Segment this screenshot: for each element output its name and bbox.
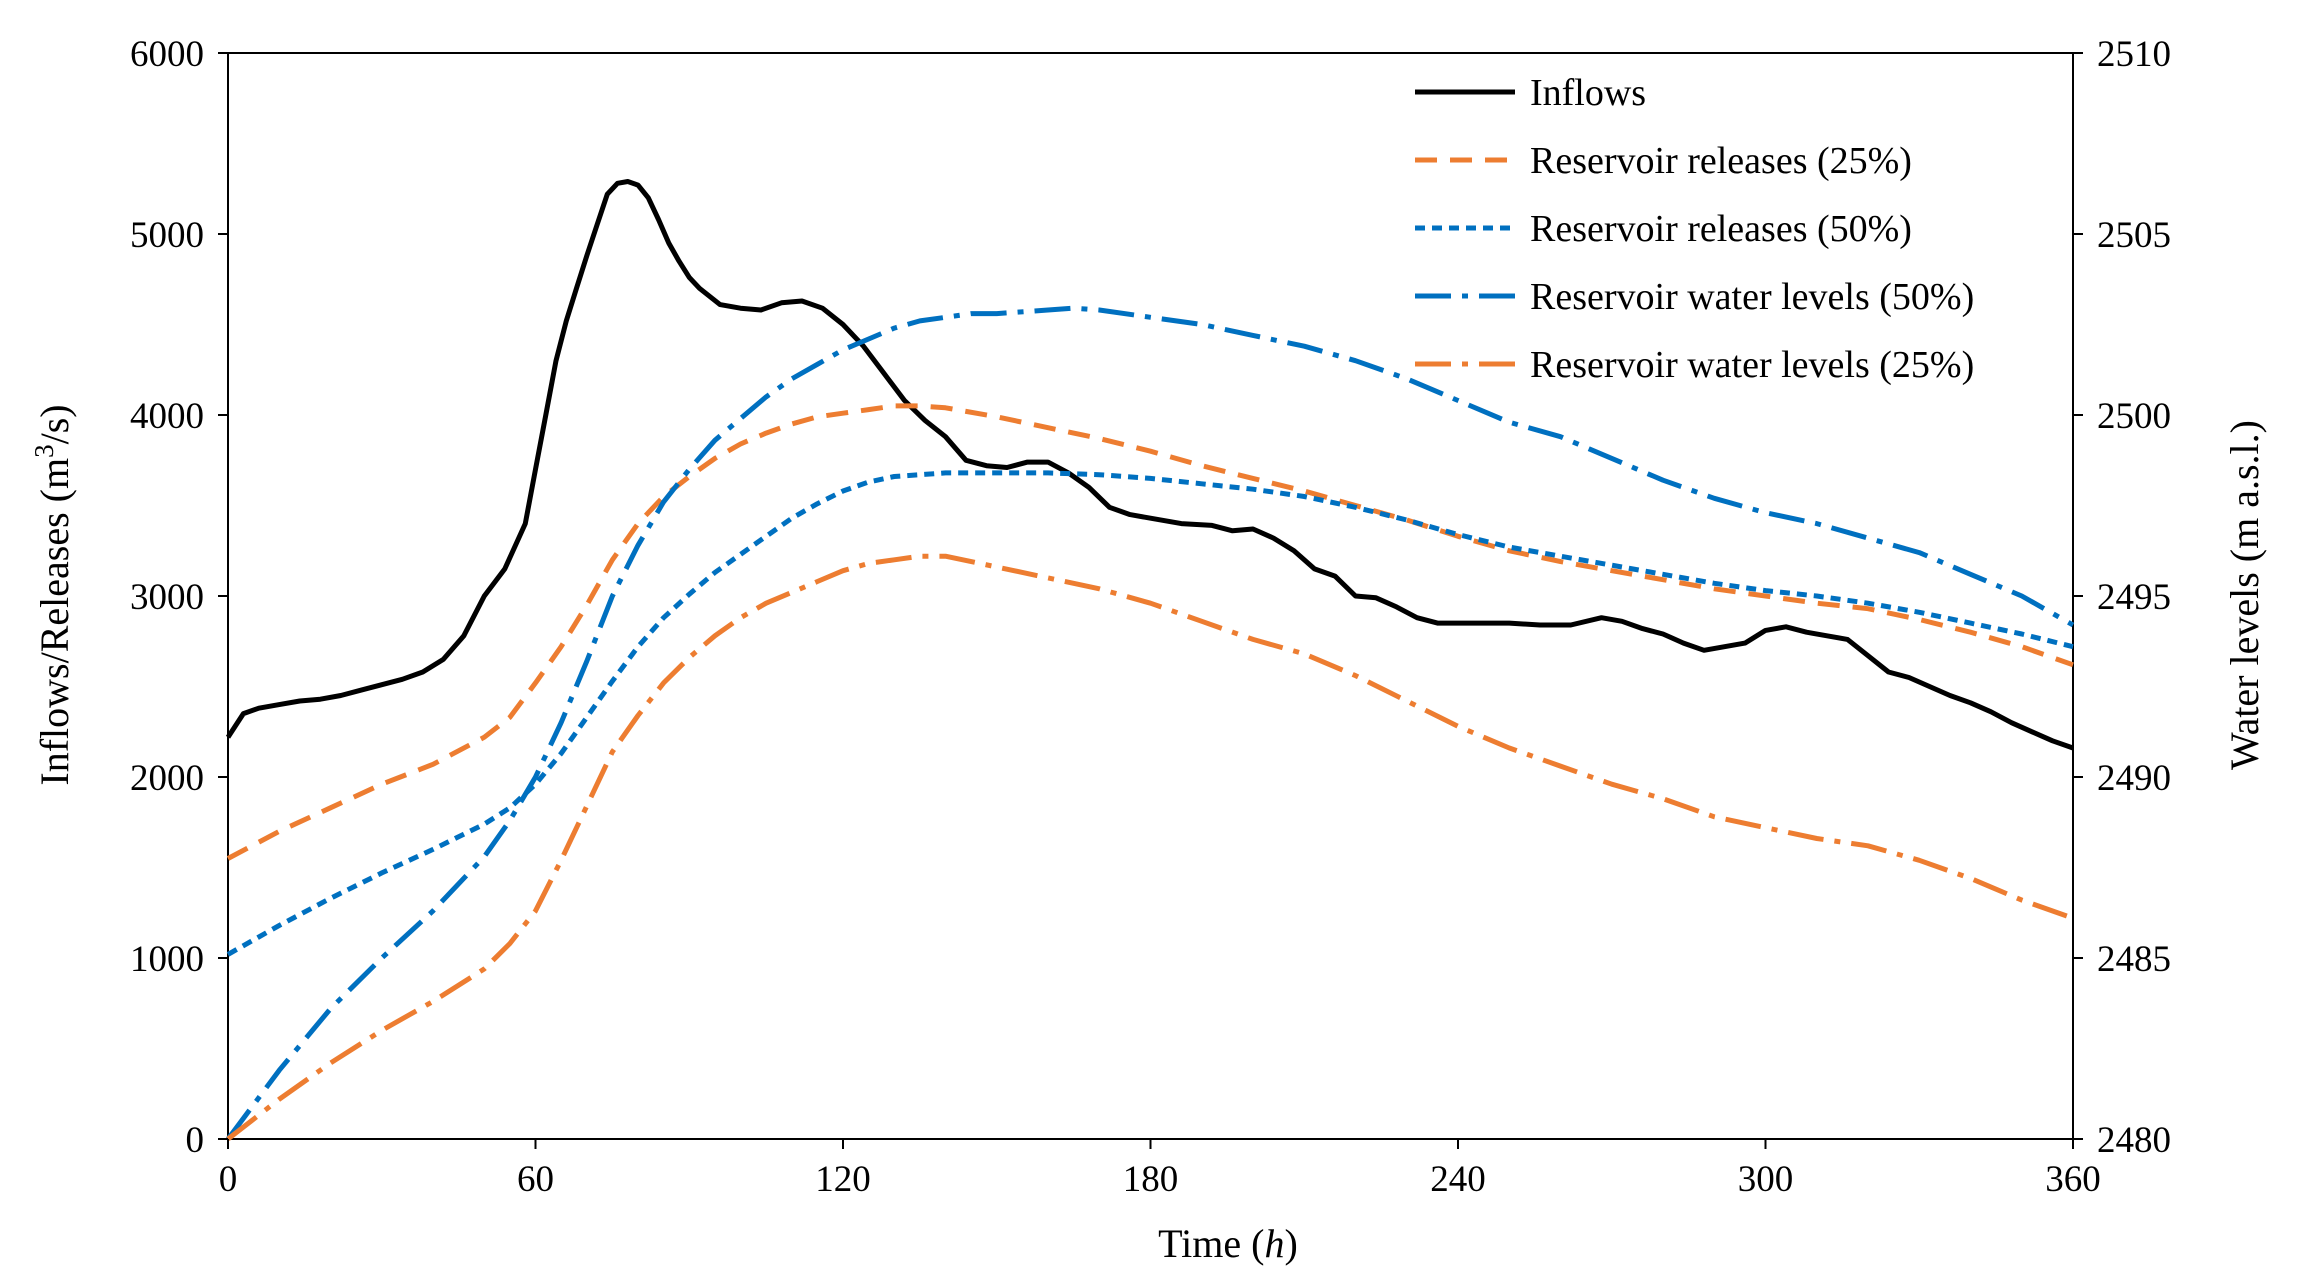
- y-left-tick-label: 4000: [130, 396, 204, 437]
- y-left-tick-label: 6000: [130, 34, 204, 75]
- legend-label-reservoir-releases-50: Reservoir releases (50%): [1530, 208, 1912, 250]
- ticks-layer: 0 60 120 180 240 300 360 0 1000 2000 3000 4000 5000 6…: [130, 34, 2171, 1200]
- y-right-tick-label: 2490: [2097, 758, 2171, 799]
- y-right-tick-label: 2485: [2097, 939, 2171, 980]
- legend-label-inflows: Inflows: [1530, 72, 1646, 114]
- y-right-tick-label: 2480: [2097, 1120, 2171, 1161]
- legend-label-reservoir-water-levels-50: Reservoir water levels (50%): [1530, 276, 1974, 318]
- x-tick-label: 300: [1738, 1159, 1794, 1200]
- y-left-tick-label: 2000: [130, 758, 204, 799]
- x-axis-title: Time (h): [1158, 1221, 1298, 1266]
- y-left-tick-label: 3000: [130, 577, 204, 618]
- y-axis-right-title: Water levels (m a.s.l.): [2222, 420, 2267, 770]
- legend-label-reservoir-releases-25: Reservoir releases (25%): [1530, 140, 1912, 182]
- series-line-reservoir-releases-50: [226, 470, 2074, 957]
- series-line-reservoir-water-levels-50: [225, 305, 2075, 1141]
- y-left-tick-label: 5000: [130, 215, 204, 256]
- y-right-tick-label: 2495: [2097, 577, 2171, 618]
- series-line-reservoir-releases-25: [226, 403, 2074, 861]
- x-tick-label: 180: [1123, 1159, 1179, 1200]
- y-right-tick-label: 2510: [2097, 34, 2171, 75]
- y-axis-left-title: Inflows/Releases (m3/s): [29, 404, 77, 785]
- series-line-reservoir-water-levels-25: [226, 553, 2074, 1141]
- y-left-tick-label: 0: [186, 1120, 205, 1161]
- legend: Inflows Reservoir releases (25%) Reservoir…: [1415, 72, 1974, 386]
- x-tick-label: 360: [2045, 1159, 2101, 1200]
- y-left-tick-label: 1000: [130, 939, 204, 980]
- y-right-tick-label: 2500: [2097, 396, 2171, 437]
- y-right-tick-label: 2505: [2097, 215, 2171, 256]
- x-tick-label: 0: [219, 1159, 238, 1200]
- x-tick-label: 240: [1430, 1159, 1486, 1200]
- x-tick-label: 60: [517, 1159, 554, 1200]
- legend-label-reservoir-water-levels-25: Reservoir water levels (25%): [1530, 344, 1974, 386]
- series-line-inflows: [225, 179, 2074, 751]
- series-layer: [225, 179, 2075, 1141]
- x-tick-label: 120: [815, 1159, 871, 1200]
